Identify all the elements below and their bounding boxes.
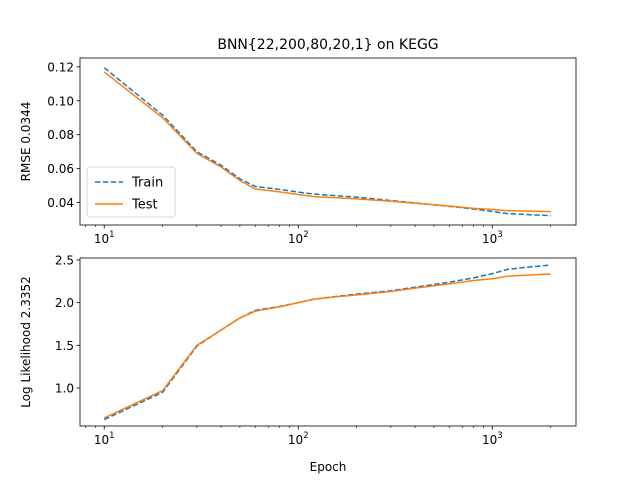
y-tick-label: 1.5 [55,339,74,353]
x-tick-label: 102 [288,230,309,246]
x-tick-label-exponent: 3 [497,230,502,240]
series-line-test [103,71,551,213]
legend: Train Test [86,166,176,218]
x-axis-label: Epoch [310,460,347,474]
x-tick-label-base: 10 [94,232,109,246]
y-tick-label: 1.0 [55,382,74,396]
x-tick-label: 103 [482,431,503,447]
rmse-panel: 101 102 1030.040.060.080.100.12BNN{22,200,… [19,37,577,246]
axes-frame [79,257,577,427]
x-tick-label: 101 [94,230,115,246]
legend-box [86,166,176,218]
x-tick-label: 102 [288,431,309,447]
x-tick-label-base: 10 [288,232,303,246]
chart-title: BNN{22,200,80,20,1} on KEGG [217,37,438,53]
x-tick-label-exponent: 1 [109,230,114,240]
x-tick-label-base: 10 [94,433,109,447]
legend-label-test: Test [131,198,158,213]
y-tick-label: 0.12 [47,60,74,74]
y-axis-label: Log Likelihood 2.3352 [19,276,33,408]
x-tick-label-base: 10 [482,232,497,246]
x-tick-label: 103 [482,230,503,246]
x-tick-label: 101 [94,431,115,447]
x-tick-label-exponent: 1 [109,431,114,441]
y-tick-label: 2.5 [55,253,74,267]
x-tick-label-exponent: 2 [303,431,308,441]
y-tick-label: 0.04 [47,196,74,210]
legend-label-train: Train [131,176,163,191]
y-axis-label: RMSE 0.0344 [19,102,33,182]
series-line-train [103,67,551,217]
y-tick-label: 0.06 [47,162,74,176]
x-tick-label-base: 10 [288,433,303,447]
y-tick-label: 0.08 [47,128,74,142]
x-tick-label-base: 10 [482,433,497,447]
axes-frame [79,57,577,226]
y-tick-label: 0.10 [47,94,74,108]
y-tick-label: 2.0 [55,296,74,310]
series-line-test [103,273,551,419]
x-tick-label-exponent: 2 [303,230,308,240]
x-tick-label-exponent: 3 [497,431,502,441]
